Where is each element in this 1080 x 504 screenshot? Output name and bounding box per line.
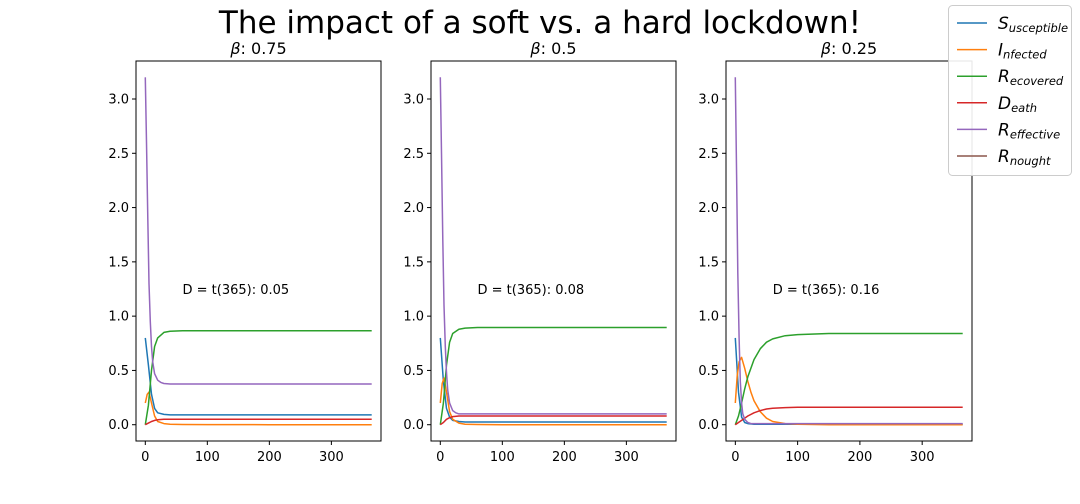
figure-title: The impact of a soft vs. a hard lockdown…	[218, 5, 861, 41]
legend-entry: Recovered	[957, 67, 1064, 88]
y-tick-label: 2.5	[698, 147, 719, 162]
series-line-reff	[734, 77, 963, 425]
annotation: D = t(365): 0.08	[478, 283, 585, 298]
legend-frame	[948, 5, 1072, 176]
y-tick-label: 3.0	[698, 93, 719, 108]
y-tick-label: 0.0	[698, 418, 719, 433]
subplot-title-value: : 0.75	[241, 39, 287, 58]
legend-label-sub: usceptible	[1009, 21, 1068, 35]
series-line-d	[439, 415, 667, 426]
x-tick-label: 300	[319, 450, 344, 465]
legend-label-base: R	[998, 67, 1010, 87]
legend-entry: Reffective	[957, 120, 1060, 141]
legend-label-sub: ecovered	[1010, 74, 1064, 88]
legend-entry: Death	[957, 94, 1037, 115]
y-tick-label: 2.5	[403, 147, 424, 162]
series-line-r	[734, 332, 963, 425]
y-tick-label: 1.5	[698, 255, 719, 270]
series-line-r	[439, 326, 667, 425]
subplot-title-value: : 0.25	[831, 39, 877, 58]
series-line-s	[439, 337, 667, 423]
legend-label-sub: eath	[1011, 101, 1037, 115]
legend-entry: Susceptible	[957, 14, 1068, 35]
axes-frame	[430, 60, 677, 442]
legend-label: Reffective	[998, 120, 1060, 141]
x-tick-label: 200	[257, 450, 282, 465]
legend-label: Susceptible	[998, 14, 1068, 35]
series-line-reff	[439, 77, 667, 415]
x-tick-label: 0	[731, 450, 739, 465]
legend-label: Rnought	[998, 147, 1051, 168]
y-tick-label: 1.0	[108, 310, 129, 325]
series-line-r	[144, 330, 372, 425]
annotation: D = t(365): 0.05	[183, 283, 290, 298]
y-tick-label: 2.0	[698, 201, 719, 216]
y-tick-label: 3.0	[108, 93, 129, 108]
series-line-s	[734, 337, 963, 425]
series-line-reff	[144, 77, 372, 385]
y-tick-label: 1.0	[698, 310, 719, 325]
legend-entry: Rnought	[957, 147, 1051, 168]
annotation: D = t(365): 0.16	[773, 283, 880, 298]
subplot-title: β: 0.5	[529, 39, 576, 58]
y-tick-label: 0.0	[403, 418, 424, 433]
series-line-s	[144, 337, 372, 416]
x-tick-label: 300	[910, 450, 935, 465]
legend-entry: Infected	[957, 41, 1047, 62]
x-tick-label: 0	[436, 450, 444, 465]
series-line-i	[144, 391, 372, 426]
y-tick-label: 2.5	[108, 147, 129, 162]
subplot-title-symbol: β	[820, 39, 831, 58]
x-tick-label: 100	[490, 450, 515, 465]
legend-label-base: S	[998, 14, 1009, 34]
x-tick-label: 200	[552, 450, 577, 465]
y-tick-label: 0.5	[698, 364, 719, 379]
y-tick-label: 2.0	[108, 201, 129, 216]
y-tick-label: 1.0	[403, 310, 424, 325]
x-tick-label: 100	[195, 450, 220, 465]
legend-label-sub: nfected	[1003, 48, 1047, 62]
subplot-title: β: 0.75	[229, 39, 286, 58]
series-line-d	[734, 406, 963, 426]
legend-label-base: R	[998, 120, 1010, 140]
y-tick-label: 1.5	[108, 255, 129, 270]
legend-label: Recovered	[998, 67, 1064, 88]
subplot-title-symbol: β	[229, 39, 240, 58]
series-line-i	[734, 356, 963, 426]
legend: SusceptibleInfectedRecoveredDeathReffect…	[948, 5, 1072, 176]
y-tick-label: 1.5	[403, 255, 424, 270]
legend-label: Infected	[998, 41, 1047, 62]
subplot-title: β: 0.25	[820, 39, 877, 58]
subplots: β: 0.750 100 200 3000.00.51.01.52.02.53.0D …	[108, 39, 973, 465]
legend-label-base: D	[998, 94, 1011, 114]
axes-frame	[135, 60, 382, 442]
x-tick-label: 0	[141, 450, 149, 465]
series-line-d	[144, 418, 372, 426]
subplot-3: β: 0.25 0 100 200 300 0.0 0.5 1.0 1.5 2.0 2.5 3.0 D …	[698, 39, 973, 465]
y-tick-label: 3.0	[403, 93, 424, 108]
axes-frame	[725, 60, 973, 442]
legend-label-sub: nought	[1010, 154, 1051, 168]
x-tick-label: 100	[785, 450, 810, 465]
subplot-title-symbol: β	[529, 39, 540, 58]
legend-label: Death	[998, 94, 1037, 115]
legend-label-base: R	[998, 147, 1010, 167]
subplot-title-value: : 0.5	[541, 39, 577, 58]
series-line-i	[439, 377, 667, 426]
y-tick-label: 2.0	[403, 201, 424, 216]
legend-label-sub: effective	[1010, 127, 1060, 141]
y-tick-label: 0.0	[108, 418, 129, 433]
subplot-1: β: 0.75 0 100 200 300 0.0 0.5 1.0 1.5 2.0 2.5 3.0 D …	[108, 39, 382, 465]
legend-label-base: I	[998, 41, 1003, 61]
x-tick-label: 200	[847, 450, 872, 465]
subplot-2: β: 0.5 0 100 200 300 0.0 0.5 1.0 1.5 2.0 2.5 3.0 D =…	[403, 39, 677, 465]
x-tick-label: 300	[614, 450, 639, 465]
y-tick-label: 0.5	[403, 364, 424, 379]
y-tick-label: 0.5	[108, 364, 129, 379]
